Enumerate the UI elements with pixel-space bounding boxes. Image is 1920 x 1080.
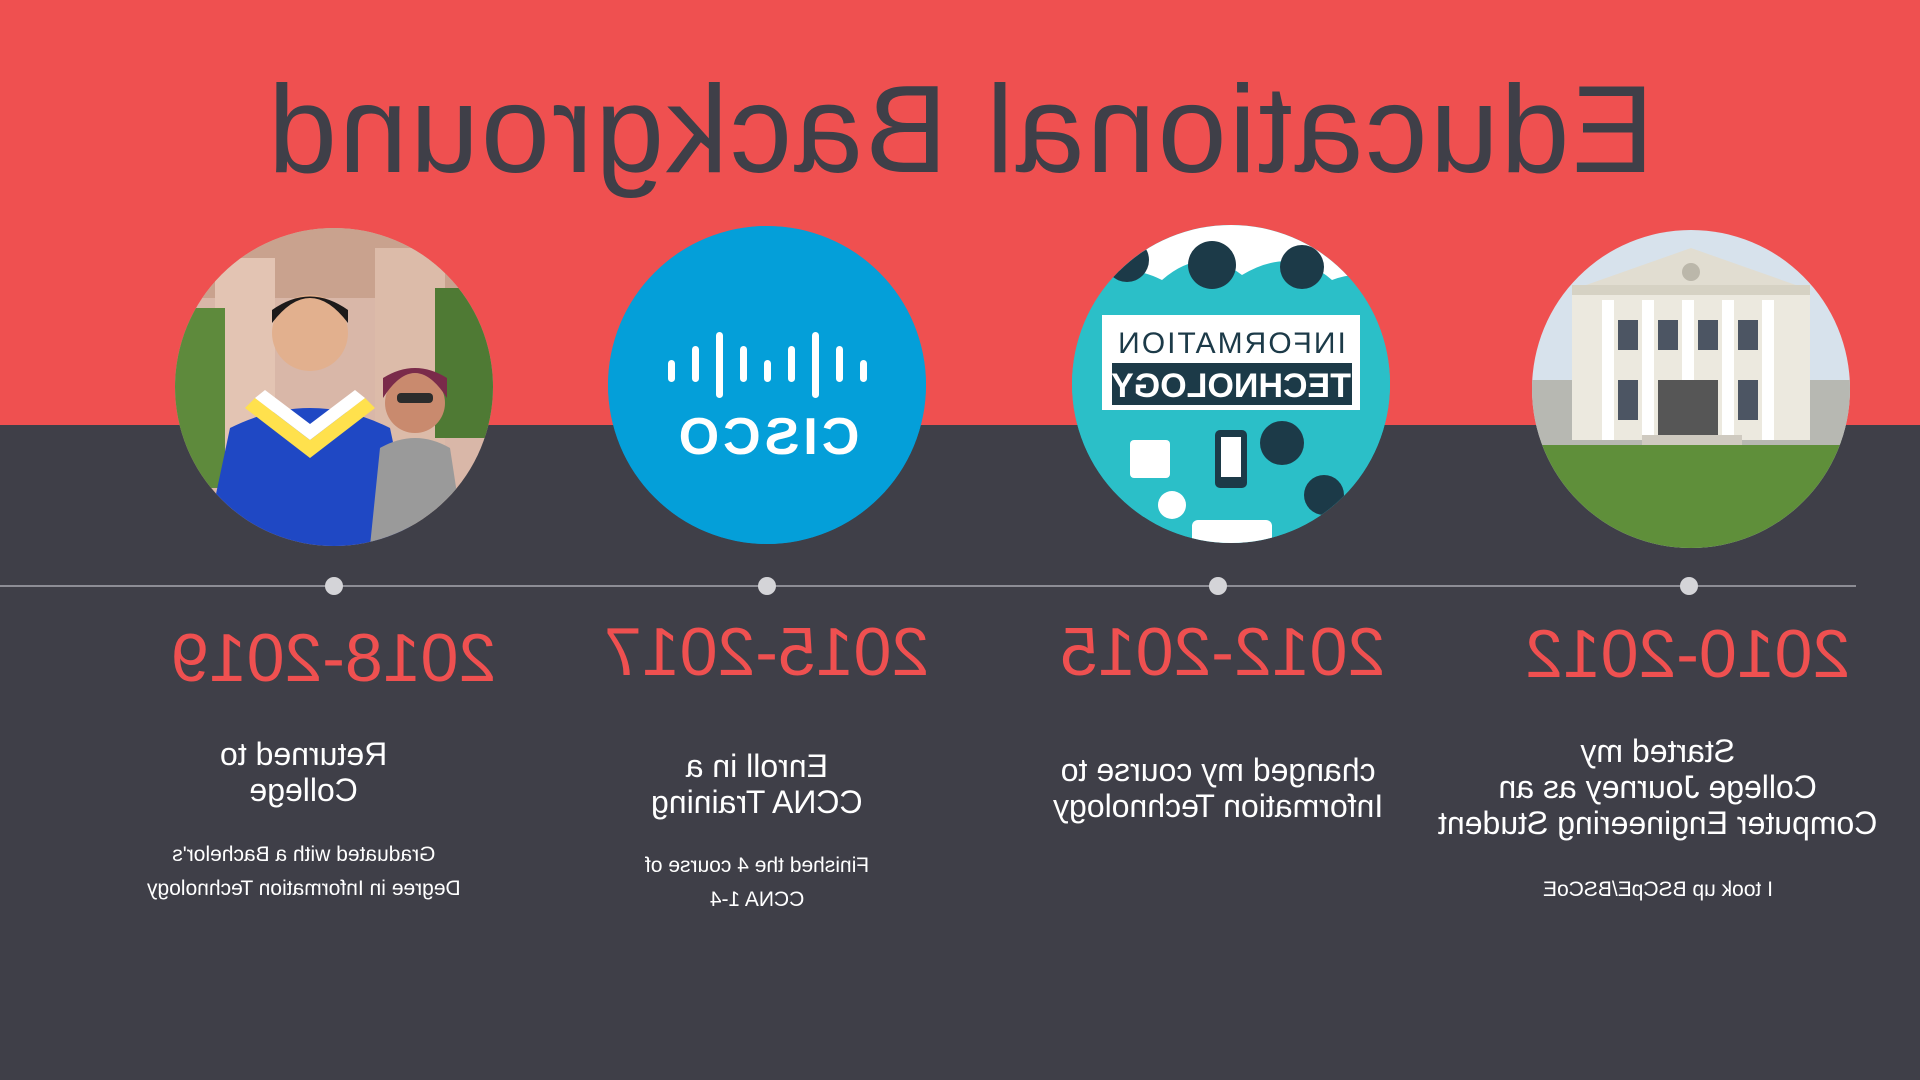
year-label: 2010-2012 <box>1525 616 1851 692</box>
timeline-dot-2018 <box>325 577 343 595</box>
milestone-description: Finished the 4 course of CCNA 1-4 <box>644 854 870 911</box>
it-graphic-line-1: INFORMATION <box>1116 327 1346 360</box>
cisco-wordmark: CISCO <box>675 408 860 466</box>
milestone-heading: Started my College Journey as an Compute… <box>1438 733 1878 841</box>
timeline-dot-2010 <box>1680 577 1698 595</box>
year-label: 2015-2017 <box>604 614 930 690</box>
page-title: Educational Background <box>265 61 1655 199</box>
milestone-heading: Enroll in a CCNA Training <box>651 748 863 820</box>
cisco-logo: CISCO <box>608 226 926 544</box>
timeline-dot-2012 <box>1209 577 1227 595</box>
milestone-heading: Returned to College <box>220 736 388 808</box>
graduation-photo <box>175 228 493 546</box>
milestone-description: Graduated with a Bachelor's Degree in In… <box>147 843 461 900</box>
year-label: 2012-2015 <box>1060 614 1386 690</box>
university-building-photo <box>1532 230 1850 548</box>
cisco-bars-icon <box>668 332 867 398</box>
it-graphic-line-2: TECHNOLOGY <box>1111 367 1351 405</box>
timeline-dot-2015 <box>758 577 776 595</box>
timeline-line <box>0 585 1856 587</box>
year-label: 2018-2019 <box>171 620 497 696</box>
milestone-heading: changed my course to Information Technol… <box>1052 752 1384 824</box>
information-technology-graphic: INFORMATION TECHNOLOGY <box>1072 225 1390 543</box>
milestone-description: I took up BSCpE/BSCoE <box>1543 878 1773 901</box>
